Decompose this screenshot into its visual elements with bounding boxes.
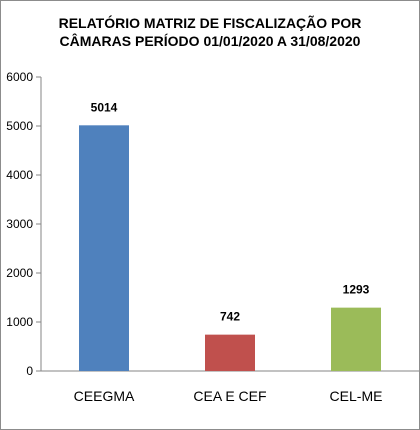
y-tick-label: 1000 (6, 315, 33, 329)
y-tick-label: 2000 (6, 266, 33, 280)
bar-1 (79, 125, 129, 372)
x-category-label-2: CEA E CEF (193, 388, 266, 404)
y-tick-label: 4000 (6, 168, 33, 182)
x-category-label-1: CEEGMA (74, 388, 135, 404)
y-tick-label: 6000 (6, 70, 33, 84)
data-label-2: 742 (220, 310, 240, 324)
data-label-3: 1293 (343, 283, 370, 297)
bar-2 (205, 334, 255, 371)
y-tick-label: 5000 (6, 119, 33, 133)
y-tick-label: 3000 (6, 217, 33, 231)
x-category-label-3: CEL-ME (330, 388, 383, 404)
chart-title-line-1: RELATÓRIO MATRIZ DE FISCALIZAÇÃO POR (58, 15, 362, 31)
bar-3 (331, 307, 381, 371)
chart-title-line-2: CÂMARAS PERÍODO 01/01/2020 A 31/08/2020 (59, 33, 361, 49)
data-label-1: 5014 (91, 100, 118, 114)
y-tick-label: 0 (26, 364, 33, 378)
